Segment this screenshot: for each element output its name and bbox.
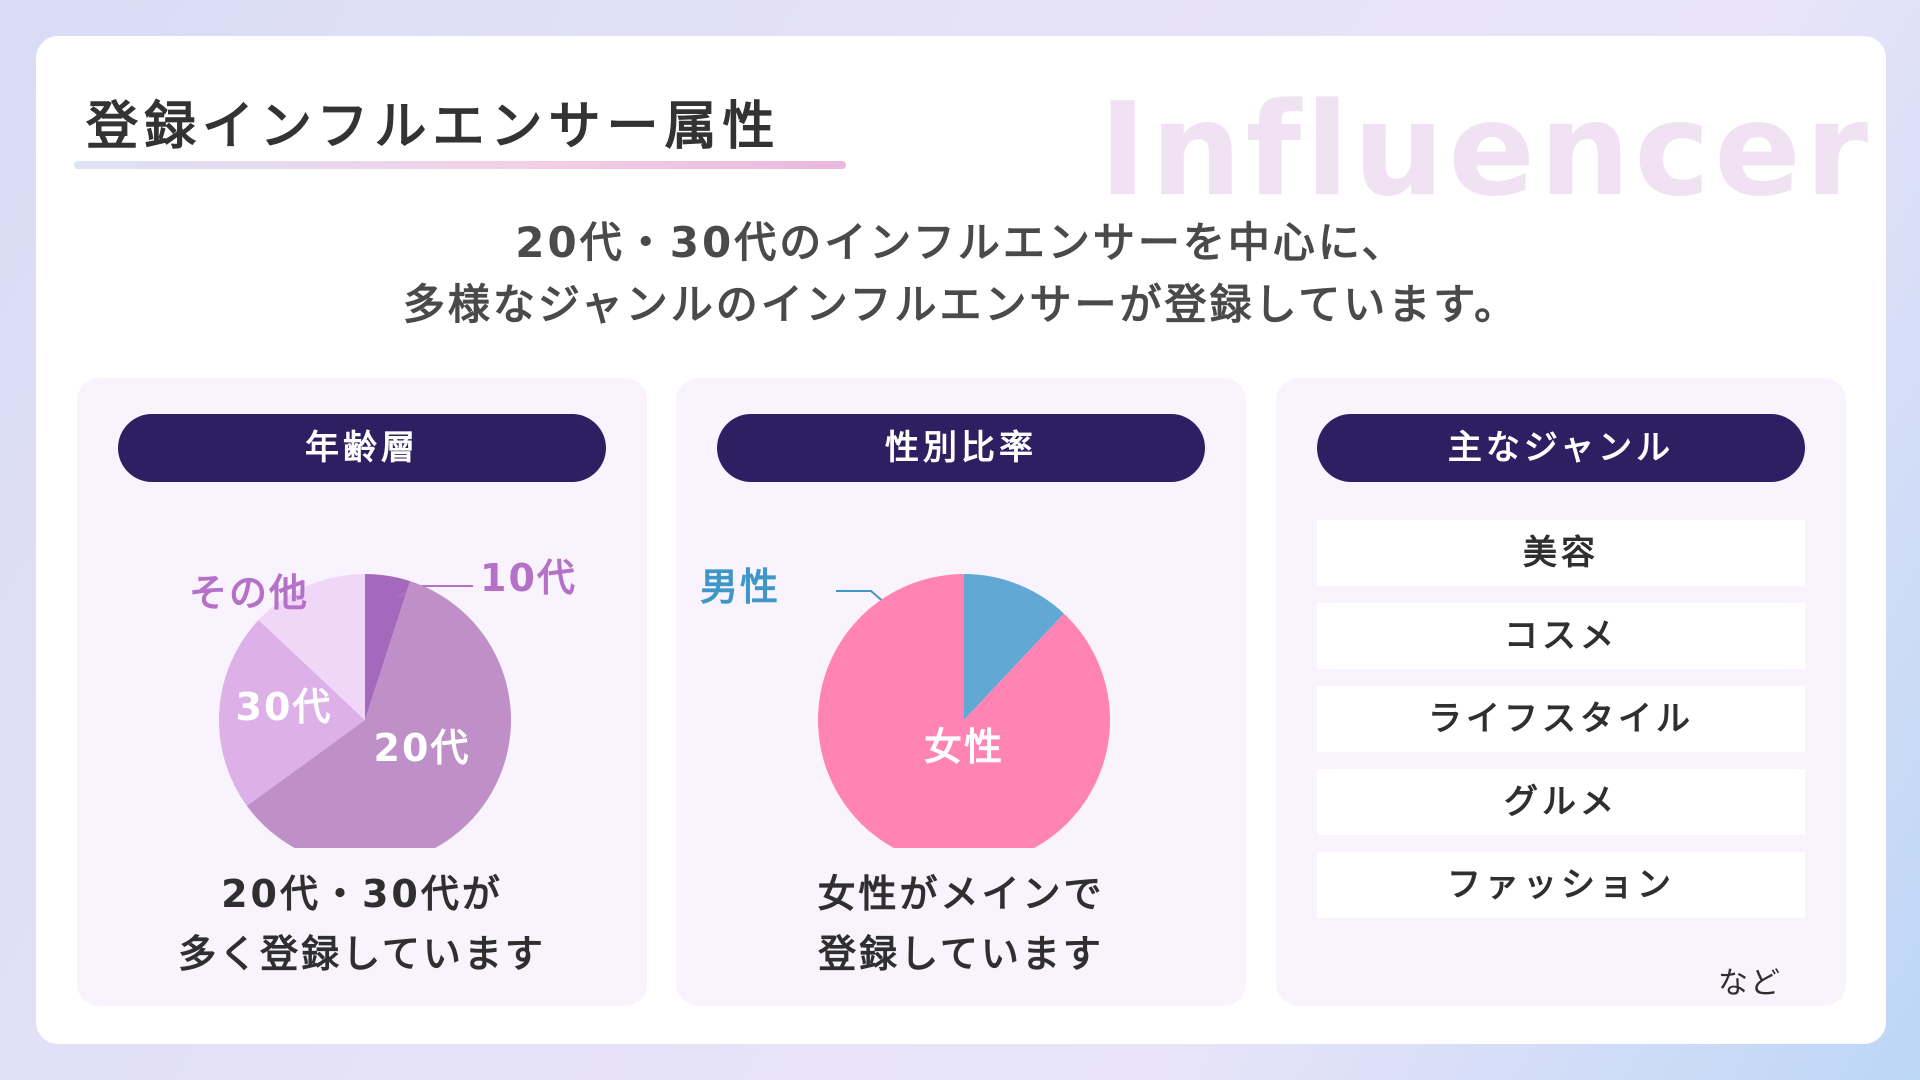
chart1-label-0: 男性: [700, 565, 780, 609]
lead-text: 20代・30代のインフルエンサーを中心に、 多様なジャンルのインフルエンサーが登…: [36, 212, 1886, 336]
page-title: 登録インフルエンサー属性: [86, 97, 781, 157]
chart1-slice-0: [964, 574, 1064, 720]
genre-item-gourmet: グルメ: [1317, 769, 1805, 835]
genre-heading: 主なジャンル: [1317, 414, 1805, 482]
genre-item-lifestyle: ライフスタイル: [1317, 686, 1805, 752]
genre-item-fashion: ファッション: [1317, 852, 1805, 918]
age-caption-line-1: 20代・30代が: [221, 872, 503, 916]
gender-caption-line-1: 女性がメインで: [817, 872, 1105, 916]
slide-card: Influencer 登録インフルエンサー属性 20代・30代のインフルエンサー…: [36, 36, 1886, 1044]
genre-list: 美容 コスメ ライフスタイル グルメ ファッション: [1317, 520, 1805, 935]
title-underline: [74, 161, 846, 169]
genre-item-cosme: コスメ: [1317, 603, 1805, 669]
lead-line-2: 多様なジャンルのインフルエンサーが登録しています。: [402, 280, 1520, 329]
chart0-label-3: その他: [189, 571, 309, 615]
chart0-slice-1: [246, 581, 511, 848]
chart0-label-0: 10代: [480, 556, 577, 600]
chart0-slice-3: [258, 574, 365, 720]
age-heading: 年齢層: [118, 414, 606, 482]
chart1-label-1: 女性: [924, 725, 1004, 769]
gender-caption: 女性がメインで 登録しています: [676, 864, 1246, 984]
age-pie-chart: 10代 20代 30代 その他: [189, 556, 577, 848]
gender-caption-line-2: 登録しています: [818, 932, 1104, 976]
watermark-text: Influencer: [1098, 76, 1872, 225]
genre-panel: 主なジャンル 美容 コスメ ライフスタイル グルメ ファッション など: [1276, 378, 1846, 1006]
chart0-label-2: 30代: [236, 685, 333, 729]
chart0-label-1: 20代: [374, 726, 471, 770]
gender-heading: 性別比率: [717, 414, 1205, 482]
age-caption-line-2: 多く登録しています: [178, 932, 546, 976]
chart0-slice-2: [219, 620, 365, 806]
chart0-slice-0: [365, 574, 411, 720]
genre-item-beauty: 美容: [1317, 520, 1805, 586]
lead-line-1: 20代・30代のインフルエンサーを中心に、: [515, 218, 1407, 267]
chart1-slice-1: [817, 574, 1110, 848]
genre-etc: など: [1718, 966, 1782, 1001]
age-panel: 年齢層 10代 20代 30代 その他 20代・30代が 多く登録しています: [77, 378, 647, 1006]
gender-panel: 性別比率 男性女性 女性がメインで 登録しています: [676, 378, 1246, 1006]
age-caption: 20代・30代が 多く登録しています: [77, 864, 647, 984]
